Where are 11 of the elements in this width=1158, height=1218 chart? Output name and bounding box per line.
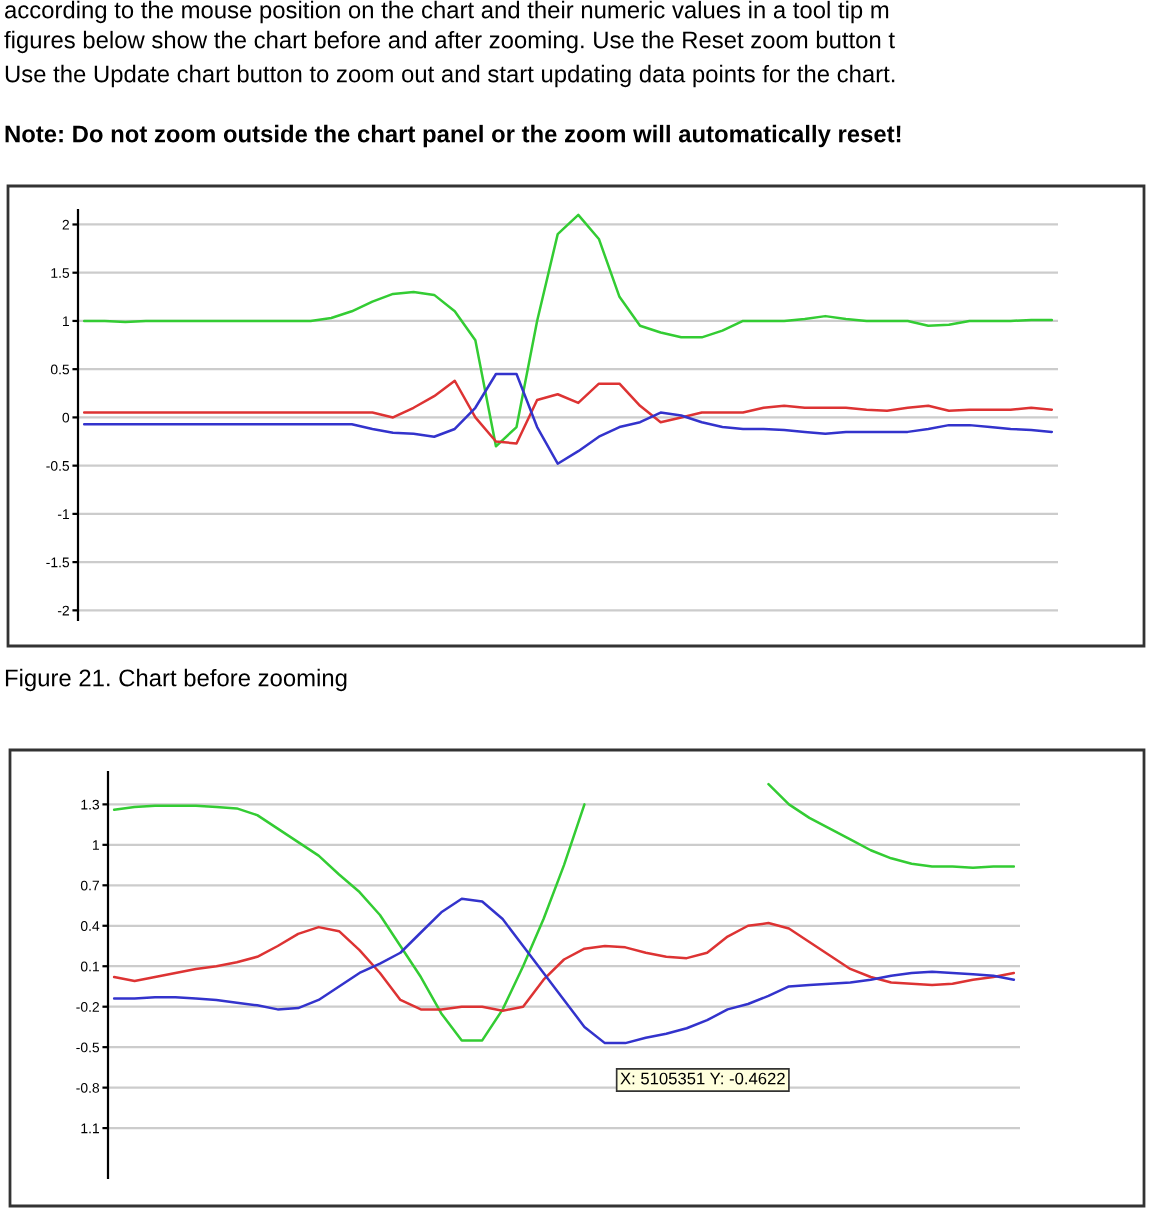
line-series	[112, 921, 1016, 1012]
line-series	[82, 372, 1054, 465]
text: Note: Do not zoom outside the chart panel or the zoom will automatically reset!	[5, 124, 901, 148]
text: figures below show the chart before and after zooming. Use the Reset zoom button t	[4, 30, 895, 54]
annotation: X: 5105351 Y: -0.4622	[620, 1072, 785, 1085]
line-series	[112, 897, 1016, 1045]
caption: Figure 21. Chart before zooming	[5, 668, 347, 692]
line-series	[82, 213, 1054, 448]
line-series	[82, 379, 1054, 445]
text: according to the mouse position on the chart and their numeric values in a tool tip m	[5, 0, 889, 24]
text: Use the Update chart button to zoom out and start updating data points for the chart.	[5, 64, 895, 88]
